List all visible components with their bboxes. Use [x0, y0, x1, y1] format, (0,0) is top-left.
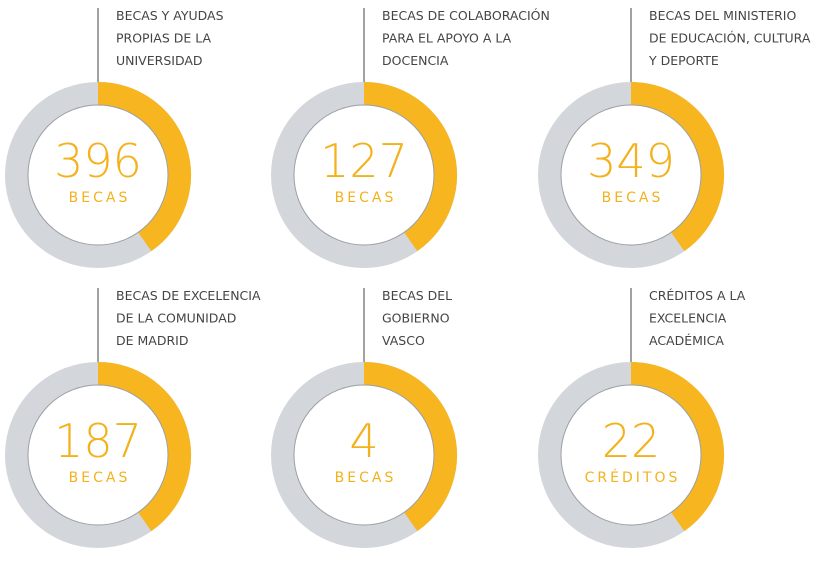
- item-number: 396: [54, 134, 142, 188]
- item-label: EXCELENCIA: [649, 311, 727, 326]
- ring-item: BECAS DEL MINISTERIO DE EDUCACIÓN, CULTUR…: [538, 8, 811, 268]
- ring-item: BECAS DEL GOBIERNO VASCO 4 BECAS: [271, 288, 457, 548]
- ring-center: [27, 104, 169, 246]
- ring-arc: [630, 362, 724, 532]
- item-label: DE EDUCACIÓN, CULTURA: [649, 31, 811, 46]
- item-unit: BECAS: [69, 190, 131, 206]
- item-number: 4: [349, 414, 378, 468]
- item-label: UNIVERSIDAD: [116, 53, 203, 68]
- ring-item: BECAS DE COLABORACIÓN PARA EL APOYO A LA D…: [271, 8, 550, 268]
- ring-arc: [630, 82, 724, 252]
- item-label: DE LA COMUNIDAD: [116, 311, 236, 326]
- ring-item: CRÉDITOS A LA EXCELENCIA ACADÉMICA 22CRÉDIT…: [538, 288, 746, 548]
- ring-arc: [97, 82, 191, 252]
- ring-center: [560, 104, 702, 246]
- ring-center: [560, 384, 702, 526]
- item-unit: BECAS: [335, 190, 397, 206]
- item-label: Y DEPORTE: [648, 53, 719, 68]
- item-unit: BECAS: [69, 470, 131, 486]
- item-unit: CRÉDITOS: [585, 469, 681, 486]
- item-label: DOCENCIA: [382, 53, 449, 68]
- item-label: BECAS Y AYUDAS: [116, 8, 224, 23]
- item-label: VASCO: [382, 333, 425, 348]
- item-number: 22: [602, 414, 661, 468]
- item-number: 127: [320, 134, 408, 188]
- item-number: 349: [587, 134, 675, 188]
- ring-center: [293, 384, 435, 526]
- item-number: 187: [54, 414, 142, 468]
- item-label: PROPIAS DE LA: [116, 31, 211, 46]
- item-label: BECAS DE EXCELENCIA: [116, 288, 261, 303]
- item-unit: BECAS: [602, 190, 664, 206]
- ring-center: [293, 104, 435, 246]
- ring-arc: [363, 362, 457, 532]
- item-label: DE MADRID: [116, 333, 188, 348]
- ring-center: [27, 384, 169, 526]
- item-label: PARA EL APOYO A LA: [382, 31, 512, 46]
- ring-arc: [363, 82, 457, 252]
- item-label: BECAS DEL: [382, 288, 452, 303]
- ring-item: BECAS Y AYUDAS PROPIAS DE LA UNIVERSIDAD 39…: [5, 8, 224, 268]
- item-label: ACADÉMICA: [649, 333, 724, 348]
- item-unit: BECAS: [335, 470, 397, 486]
- item-label: BECAS DEL MINISTERIO: [649, 8, 796, 23]
- ring-item: BECAS DE EXCELENCIA DE LA COMUNIDAD DE MAD…: [5, 288, 261, 548]
- item-label: GOBIERNO: [382, 311, 450, 326]
- item-label: CRÉDITOS A LA: [649, 288, 746, 303]
- ring-arc: [97, 362, 191, 532]
- item-label: BECAS DE COLABORACIÓN: [382, 8, 550, 23]
